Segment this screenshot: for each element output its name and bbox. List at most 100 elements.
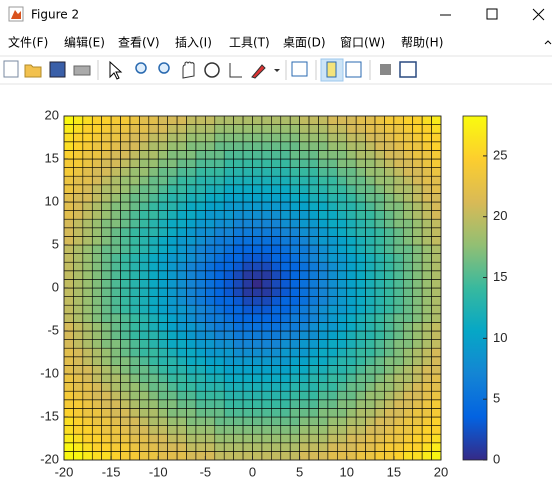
cell (346, 210, 357, 220)
cell (280, 115, 291, 125)
close-button[interactable] (532, 8, 545, 21)
tool-save[interactable] (49, 61, 66, 78)
cell (82, 158, 93, 168)
tool-legend[interactable] (345, 61, 362, 78)
tool-pan[interactable] (182, 61, 195, 79)
cell (355, 175, 366, 186)
tool-open[interactable] (24, 64, 42, 78)
title-bar (0, 0, 552, 30)
tool-rotate[interactable] (204, 62, 220, 78)
cell (252, 433, 263, 444)
cell (148, 356, 159, 366)
cell (214, 158, 225, 168)
cell (280, 141, 291, 151)
cell (327, 115, 338, 125)
dock-arrow[interactable] (544, 40, 552, 45)
cell (337, 425, 348, 435)
cell (252, 304, 263, 315)
cell (431, 193, 442, 203)
tool-pointer[interactable] (109, 60, 123, 80)
cell (355, 184, 366, 194)
cell (195, 279, 206, 289)
cell (289, 184, 300, 194)
cell (91, 382, 103, 392)
tool-colorbar[interactable] (326, 61, 337, 78)
tool-dropdown[interactable] (274, 69, 280, 72)
cell (346, 451, 357, 461)
cell (289, 365, 300, 375)
cell (129, 201, 140, 211)
cell (289, 408, 300, 418)
tool-print[interactable] (73, 65, 91, 76)
cell (129, 227, 140, 237)
cell (252, 150, 263, 160)
cell (214, 382, 225, 392)
cell (186, 296, 197, 306)
cell (355, 193, 366, 203)
cell (355, 399, 366, 409)
cell (139, 330, 150, 340)
tool-link[interactable] (291, 61, 308, 77)
cell (223, 132, 234, 143)
cell (289, 218, 300, 229)
menu-item[interactable]: 帮助(H) (401, 36, 443, 50)
menu-item[interactable]: 文件(F) (8, 35, 48, 50)
cell (157, 408, 168, 418)
maximize-button[interactable] (486, 8, 498, 20)
cell (365, 390, 376, 401)
cell (91, 218, 103, 229)
cell (186, 365, 197, 375)
cell (186, 442, 197, 452)
cell (271, 442, 282, 452)
cell (318, 175, 329, 186)
menu-item[interactable]: 编辑(E) (64, 35, 105, 50)
menu-item[interactable]: 桌面(D) (283, 36, 326, 50)
cell (412, 115, 423, 125)
cell (242, 261, 253, 272)
menu-item[interactable]: 插入(I) (175, 36, 212, 50)
cell (402, 433, 414, 444)
cell (148, 451, 159, 461)
tool-new[interactable] (3, 60, 19, 78)
cell (205, 227, 216, 237)
cell (223, 141, 234, 151)
cell (393, 416, 404, 426)
cell (384, 244, 395, 254)
tool-brush[interactable] (251, 64, 266, 79)
menu-item[interactable]: 工具(T) (229, 36, 270, 50)
cell (261, 433, 272, 444)
cell (233, 158, 244, 168)
cell (280, 210, 291, 220)
tool-hide[interactable] (380, 64, 391, 75)
cell (73, 408, 84, 418)
cell (308, 261, 319, 272)
cell (214, 175, 225, 186)
cell (308, 408, 319, 418)
menu-item[interactable]: 查看(V) (118, 36, 160, 50)
cell (101, 322, 112, 332)
tool-datatip[interactable] (229, 63, 242, 78)
cell (167, 347, 178, 358)
tool-zoom-out[interactable] (158, 62, 170, 74)
menu-item[interactable]: 窗口(W) (340, 36, 385, 50)
cell (101, 193, 112, 203)
cell (280, 313, 291, 323)
tool-show[interactable] (399, 61, 417, 78)
tool-zoom-in[interactable] (135, 62, 147, 74)
cell (365, 365, 376, 375)
cell (110, 184, 121, 194)
cell (82, 416, 93, 426)
cell (205, 253, 216, 263)
cell (374, 356, 385, 366)
cell (233, 416, 244, 426)
cell (73, 442, 84, 452)
cell (120, 279, 131, 289)
cell (223, 227, 234, 237)
cell (167, 365, 178, 375)
cell (195, 322, 206, 332)
cell (82, 339, 93, 349)
cell (318, 261, 329, 272)
cell (374, 218, 385, 229)
cell (176, 158, 187, 168)
cell (186, 451, 197, 461)
